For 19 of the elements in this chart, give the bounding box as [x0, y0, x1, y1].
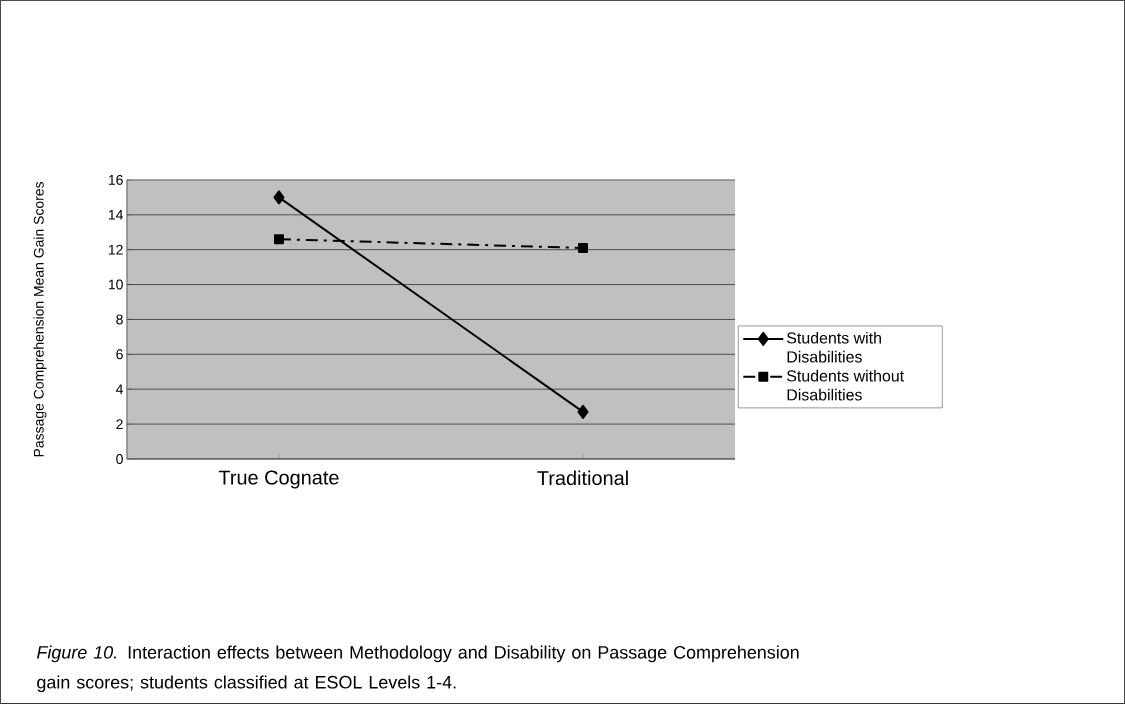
point — [578, 242, 588, 253]
y-tick-label: 16 — [108, 175, 123, 185]
y-tick-label: 12 — [108, 244, 123, 255]
y-tick-label: 2 — [116, 419, 123, 429]
x-tick-label: Traditional — [537, 470, 628, 486]
y-axis-title: Passage Comprehension Mean Gain Scores — [33, 182, 47, 457]
y-tick-label: 10 — [108, 279, 123, 290]
y-tick-label: 14 — [108, 210, 123, 220]
y-tick-label: 6 — [116, 349, 123, 360]
y-tick-label: 0 — [116, 454, 123, 464]
y-tick-label: 4 — [115, 384, 123, 395]
point — [577, 404, 589, 419]
legend-label: Students with Disabilities — [787, 331, 881, 363]
point — [273, 190, 285, 205]
point — [273, 234, 284, 245]
text: Figure 10. Interaction effects between Methodology and Disability on Passage Comprehension gain scores; students classified at ESOL Levels 1-4. — [36, 645, 799, 693]
x-tick-label: True Cognate — [218, 470, 339, 489]
y-tick-label: 8 — [116, 314, 123, 325]
legend-label: Students without Disabilities — [787, 369, 905, 401]
